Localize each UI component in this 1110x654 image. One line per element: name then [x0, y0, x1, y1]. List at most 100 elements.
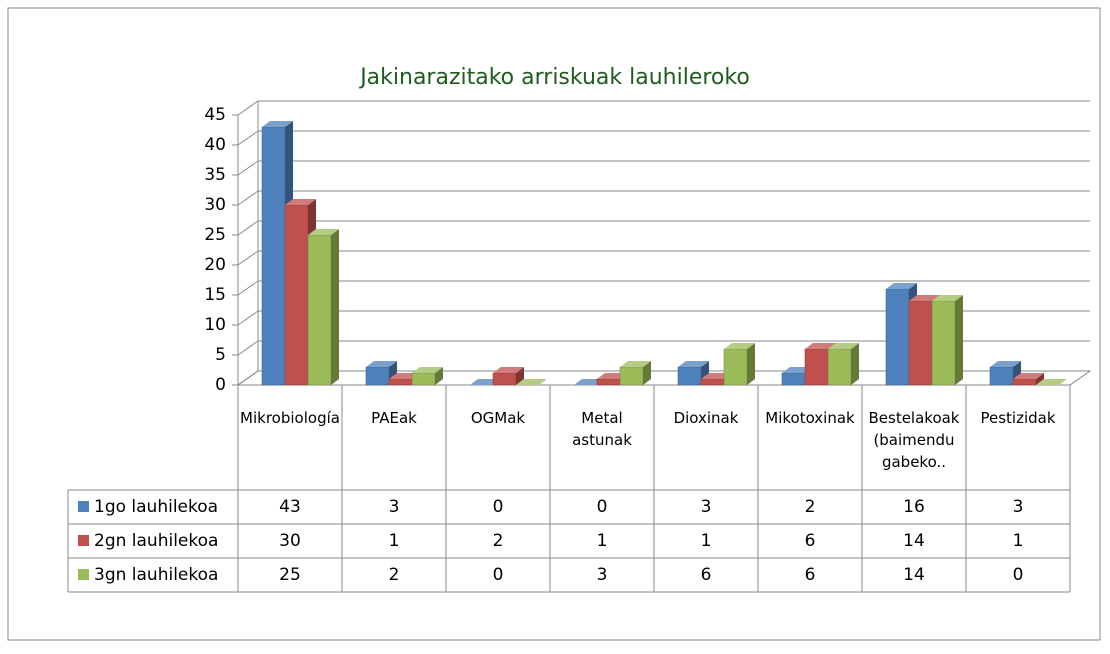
bar-front: [1012, 378, 1037, 386]
table-value: 2: [805, 497, 816, 517]
x-tick-label: Dioxinak: [673, 409, 739, 427]
bar-top: [262, 121, 293, 127]
table-value: 30: [279, 531, 301, 551]
y-tick-label: 40: [204, 135, 226, 155]
bar-top: [493, 367, 524, 373]
category-cell: Mikotoxinak: [765, 409, 855, 427]
bar-side: [643, 361, 651, 385]
table-value: 2: [389, 565, 400, 585]
legend-label: 1go lauhilekoa: [94, 497, 218, 517]
bar-top: [620, 361, 651, 367]
y-tick-label: 0: [215, 375, 226, 395]
bar-front: [677, 366, 702, 386]
bar: [1036, 379, 1067, 385]
bar-top: [1036, 379, 1067, 385]
legend-swatch: [78, 569, 89, 580]
grid-line: [237, 190, 259, 206]
bar-top: [909, 295, 940, 301]
legend-swatch: [78, 501, 89, 512]
legend-label: 2gn lauhilekoa: [94, 531, 218, 551]
bar-front: [804, 348, 829, 386]
table-value: 14: [903, 531, 925, 551]
table-value: 1: [701, 531, 712, 551]
bar: [827, 343, 859, 386]
bar-top: [828, 343, 859, 349]
grid-line: [237, 130, 259, 146]
table-value: 0: [493, 497, 504, 517]
grid-line: [237, 160, 259, 176]
y-tick-label: 30: [204, 195, 226, 215]
table-value: 6: [805, 531, 816, 551]
bar: [619, 361, 651, 386]
category-cell: Pestizidak: [980, 409, 1055, 427]
bar-front: [492, 372, 517, 386]
grid-line: [237, 310, 259, 326]
y-tick-label: 15: [204, 285, 226, 305]
bar-front: [284, 204, 309, 386]
bar-front: [307, 234, 332, 386]
bar-side: [955, 295, 963, 385]
table-value: 0: [1013, 565, 1024, 585]
y-tick-label: 45: [204, 105, 226, 125]
bar-front: [388, 378, 413, 386]
bar-top: [932, 295, 963, 301]
chart-title: Jakinarazitako arriskuak lauhileroko: [358, 65, 750, 90]
bar-front: [885, 288, 910, 386]
bar-top: [1013, 373, 1044, 379]
y-tick-label: 20: [204, 255, 226, 275]
x-tick-label: PAEak: [371, 409, 417, 427]
category-cell: Dioxinak: [673, 409, 739, 427]
y-tick-label: 5: [215, 345, 226, 365]
y-tick-label: 35: [204, 165, 226, 185]
table-value: 43: [279, 497, 301, 517]
bar-side: [1036, 373, 1044, 385]
table-value: 6: [701, 565, 712, 585]
category-cell: Bestelakoak (baimendu gabeko..: [868, 409, 960, 471]
table-value: 6: [805, 565, 816, 585]
bar-side: [331, 229, 339, 385]
bar-top: [678, 361, 709, 367]
bar-top: [990, 361, 1021, 367]
bar-front: [827, 348, 852, 386]
x-tick-label: Bestelakoak (baimendu gabeko..: [868, 409, 960, 471]
x-tick-label: Metal astunak: [572, 409, 632, 449]
bar-top: [308, 229, 339, 235]
y-tick-label: 25: [204, 225, 226, 245]
table-value: 3: [597, 565, 608, 585]
category-cell: PAEak: [371, 409, 417, 427]
bar-front: [411, 372, 436, 386]
bar-top: [516, 379, 547, 385]
bar-front: [700, 378, 725, 386]
legend-label: 3gn lauhilekoa: [94, 565, 218, 585]
table-value: 1: [389, 531, 400, 551]
x-tick-label: Mikotoxinak: [765, 409, 855, 427]
grid-line: [237, 280, 259, 296]
bar: [492, 367, 524, 386]
bar-side: [747, 343, 755, 385]
grid-line: [237, 250, 259, 266]
table-value: 3: [1013, 497, 1024, 517]
bar-top: [886, 283, 917, 289]
bar-front: [931, 300, 956, 386]
bar-front: [989, 366, 1014, 386]
bar: [1012, 373, 1044, 386]
bar-front: [619, 366, 644, 386]
bar-top: [366, 361, 397, 367]
bar: [723, 343, 755, 386]
x-tick-label: OGMak: [470, 409, 526, 427]
bar: [307, 229, 339, 386]
bar-front: [723, 348, 748, 386]
table-value: 14: [903, 565, 925, 585]
table-value: 1: [597, 531, 608, 551]
bar: [516, 379, 547, 385]
x-tick-label: Mikrobiología: [240, 409, 340, 427]
table-value: 16: [903, 497, 925, 517]
table-value: 3: [701, 497, 712, 517]
table-value: 1: [1013, 531, 1024, 551]
table-value: 3: [389, 497, 400, 517]
table-value: 2: [493, 531, 504, 551]
bar-front: [596, 378, 621, 386]
bar-side: [851, 343, 859, 385]
bar-front: [781, 372, 806, 386]
